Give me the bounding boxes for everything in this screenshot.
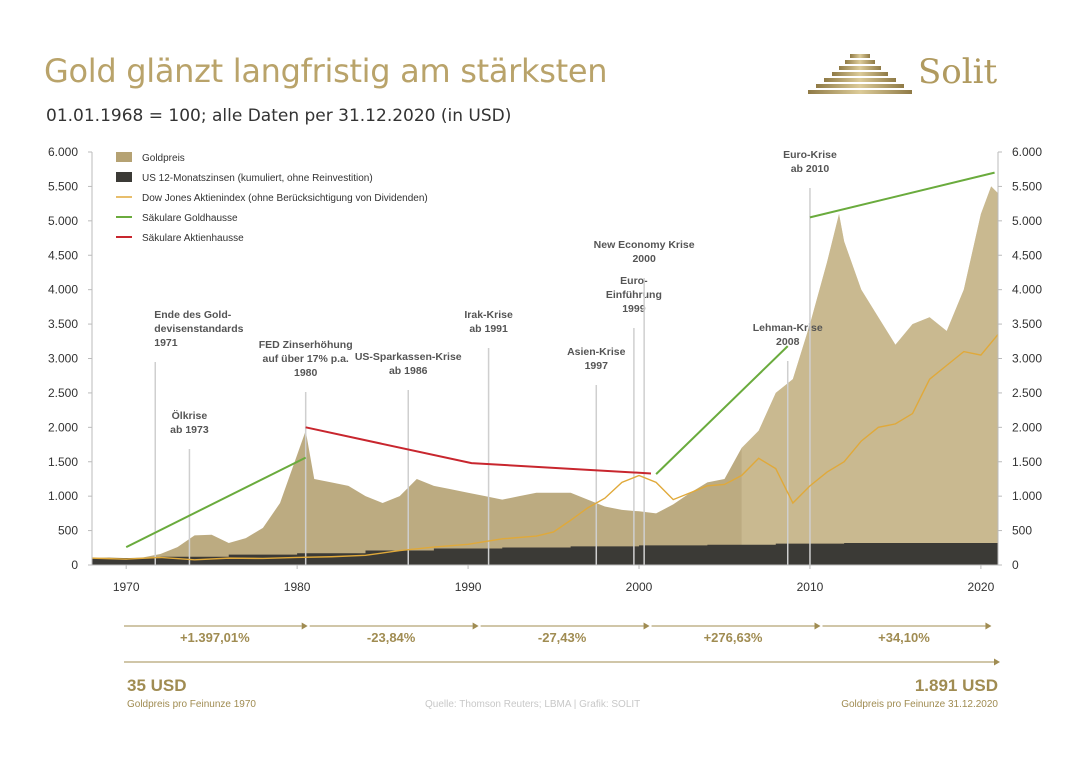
period-arrows: [124, 622, 1000, 666]
page-title: Gold glänzt langfristig am stärksten: [44, 52, 608, 90]
brand-name: Solit: [918, 52, 998, 92]
end-price-caption: Goldpreis pro Feinunze 31.12.2020: [841, 699, 998, 710]
y-tick-label-left: 1.000: [48, 489, 78, 503]
goldhausse-trendline: [809, 171, 995, 219]
event-label: Ende des Gold-devisenstandards 1971: [154, 309, 243, 349]
y-tick-label-left: 3.500: [48, 317, 78, 331]
y-tick-label-right: 4.500: [1012, 248, 1042, 262]
event-label: FED Zinserhöhung auf über 17% p.a. 1980: [259, 339, 353, 379]
period-arrowhead: [472, 622, 479, 630]
period-arrowhead: [814, 622, 821, 630]
dow-jones-line: [91, 333, 999, 561]
line-layer: [91, 171, 999, 561]
source-note: Quelle: Thomson Reuters; LBMA | Grafik: …: [425, 699, 641, 710]
legend-swatch-goldpreis: [116, 152, 132, 162]
event-label: Euro-Einführung 1999: [606, 275, 662, 315]
start-price: 35 USD: [127, 676, 187, 695]
event-label: Irak-Krise ab 1991: [464, 309, 513, 335]
y-tick-label-right: 2.000: [1012, 420, 1042, 434]
y-tick-label-right: 6.000: [1012, 145, 1042, 159]
start-price-caption: Goldpreis pro Feinunze 1970: [127, 699, 256, 710]
y-tick-label-left: 2.000: [48, 420, 78, 434]
end-price: 1.891 USD: [914, 676, 998, 695]
y-tick-label-right: 2.500: [1012, 386, 1042, 400]
y-tick-label-right: 0: [1012, 558, 1019, 572]
event-label: Lehman-Krise 2008: [753, 322, 823, 348]
period-change-label: +34,10%: [878, 630, 930, 645]
legend-label: Säkulare Aktienhausse: [142, 233, 244, 244]
period-arrowhead: [643, 622, 650, 630]
y-tick-label-right: 4.000: [1012, 283, 1042, 297]
axis-layer: 0 0 500 500 1.000 1.000 1.500 1.500 2.000 2.000 2.…: [48, 145, 1042, 594]
period-change-label: -27,43%: [537, 630, 587, 645]
event-layer: Ende des Gold-devisenstandards 1971 Ölkris…: [154, 149, 837, 565]
period-change-label: +1.397,01%: [179, 630, 250, 645]
x-tick-label: 1980: [284, 580, 311, 594]
y-tick-label-left: 0: [71, 558, 78, 572]
goldpreis-area-highlight: [741, 186, 998, 565]
area-layer: [92, 186, 998, 565]
y-tick-label-left: 5.500: [48, 179, 78, 193]
legend-label: US 12-Monatszinsen (kumuliert, ohne Rein…: [142, 173, 373, 184]
goldhausse-trendline: [655, 345, 789, 475]
y-tick-label-right: 3.500: [1012, 317, 1042, 331]
y-tick-label-left: 2.500: [48, 386, 78, 400]
period-arrowhead: [301, 622, 308, 630]
x-tick-label: 1970: [113, 580, 140, 594]
event-label: Asien-Krise 1997: [567, 346, 626, 372]
event-label: Euro-Krise ab 2010: [783, 149, 837, 175]
period-change-label: +276,63%: [703, 630, 763, 645]
y-tick-label-left: 4.000: [48, 283, 78, 297]
y-tick-label-right: 500: [1012, 524, 1032, 538]
event-label: New Economy Krise 2000: [594, 239, 695, 265]
y-tick-label-right: 1.000: [1012, 489, 1042, 503]
y-tick-label-right: 1.500: [1012, 455, 1042, 469]
legend-label: Dow Jones Aktienindex (ohne Berücksichti…: [142, 193, 428, 204]
y-tick-label-left: 6.000: [48, 145, 78, 159]
event-label: US-Sparkassen-Krise ab 1986: [355, 351, 462, 377]
goldhausse-trendline: [125, 456, 307, 548]
legend-label: Säkulare Goldhausse: [142, 213, 238, 224]
x-tick-label: 2010: [797, 580, 824, 594]
event-label: Ölkrise ab 1973: [170, 409, 209, 436]
x-tick-label: 2000: [626, 580, 653, 594]
y-tick-label-left: 3.000: [48, 352, 78, 366]
x-tick-label: 2020: [968, 580, 995, 594]
total-period-arrowhead: [994, 658, 1000, 666]
period-arrowhead: [985, 622, 992, 630]
period-change-label: -23,84%: [366, 630, 416, 645]
legend-swatch-us-zinsen: [116, 172, 132, 182]
y-tick-label-right: 3.000: [1012, 352, 1042, 366]
page-subtitle: 01.01.1968 = 100; alle Daten per 31.12.2…: [46, 106, 512, 126]
chart-legend: Goldpreis US 12-Monatszinsen (kumuliert, …: [116, 152, 428, 244]
us-zinsen-area: [92, 542, 998, 565]
y-tick-label-right: 5.000: [1012, 214, 1042, 228]
legend-label: Goldpreis: [142, 153, 185, 164]
y-tick-label-left: 5.000: [48, 214, 78, 228]
y-tick-label-right: 5.500: [1012, 179, 1042, 193]
y-tick-label-left: 4.500: [48, 248, 78, 262]
aktienhausse-trendline: [305, 426, 652, 475]
y-tick-label-left: 1.500: [48, 455, 78, 469]
stepped-pyramid-icon: [808, 54, 912, 94]
x-tick-label: 1990: [455, 580, 482, 594]
y-tick-label-left: 500: [58, 524, 78, 538]
